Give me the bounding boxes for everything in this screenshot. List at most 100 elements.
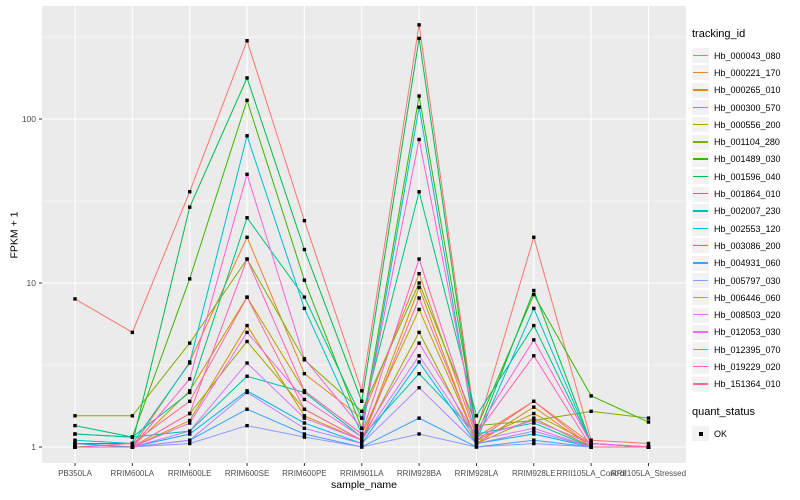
data-point — [302, 247, 307, 252]
legend-key-icon — [692, 186, 709, 202]
data-point — [302, 416, 307, 420]
series-color-line-icon — [693, 175, 708, 178]
legend-item: Hb_001864_010 — [692, 185, 798, 202]
point-marker-icon — [698, 431, 703, 436]
data-point — [474, 423, 479, 428]
data-point — [532, 323, 536, 328]
data-point — [188, 361, 192, 365]
data-point — [73, 297, 77, 301]
data-point — [73, 445, 77, 449]
series-color-line-icon — [693, 331, 708, 333]
data-point — [302, 414, 307, 418]
data-point — [417, 354, 421, 358]
data-point — [532, 429, 536, 433]
legend-item: Hb_001104_280 — [692, 133, 798, 150]
data-point — [245, 172, 249, 177]
legend: tracking_id Hb_000043_080 Hb_000221_170 Hb… — [692, 28, 798, 442]
plot-panel — [42, 6, 686, 463]
y-tick-label: 100 — [22, 114, 36, 124]
data-point — [245, 339, 249, 344]
data-point — [417, 296, 421, 300]
legend-item-label: Hb_012053_030 — [714, 327, 781, 338]
legend-item: Hb_008503_020 — [692, 306, 798, 323]
data-point — [417, 330, 421, 335]
legend-item-label: Hb_002553_120 — [714, 223, 781, 234]
data-point — [360, 438, 364, 442]
data-point — [188, 429, 192, 433]
data-point — [302, 278, 307, 282]
data-point — [474, 426, 479, 431]
legend-item: Hb_012053_030 — [692, 324, 798, 341]
data-point — [360, 409, 364, 414]
data-point — [417, 257, 421, 261]
data-point — [417, 94, 421, 98]
data-point — [188, 441, 192, 446]
data-point — [532, 416, 536, 420]
data-point — [245, 330, 249, 335]
data-point — [302, 426, 307, 431]
data-point — [360, 416, 364, 420]
data-point — [646, 441, 651, 446]
legend-item-label: Hb_000043_080 — [714, 50, 781, 61]
data-point — [302, 389, 307, 393]
data-point — [302, 435, 307, 439]
series-color-line-icon — [693, 141, 708, 143]
legend-item: Hb_000043_080 — [692, 47, 798, 64]
series-color-line-icon — [693, 106, 708, 108]
data-point — [589, 409, 593, 414]
data-point — [188, 190, 192, 194]
data-point — [474, 435, 479, 439]
legend-key-icon — [692, 342, 709, 358]
data-point — [302, 432, 307, 436]
series-color-line-icon — [693, 89, 708, 91]
legend-item-label: Hb_005797_030 — [714, 275, 781, 286]
legend-item: Hb_004931_060 — [692, 255, 798, 272]
legend-key-icon — [692, 169, 709, 185]
data-point — [532, 438, 536, 442]
data-point — [417, 416, 421, 420]
data-point — [417, 36, 421, 41]
x-tick-label: RRIM928BA — [397, 469, 442, 478]
legend-item: Hb_000556_200 — [692, 116, 798, 133]
data-point — [73, 423, 77, 428]
data-point — [532, 354, 536, 358]
x-axis-title: sample_name — [331, 479, 397, 491]
legend-key-icon — [692, 65, 709, 81]
data-point — [73, 432, 77, 436]
data-point — [130, 445, 135, 449]
data-point — [130, 330, 135, 335]
legend-key-icon — [692, 290, 709, 306]
series-color-line-icon — [693, 314, 708, 316]
data-point — [245, 235, 249, 239]
x-tick-label: RRII105LA_Control — [556, 469, 626, 478]
data-point — [73, 414, 77, 418]
data-point — [532, 405, 536, 409]
legend-item-label: Hb_000221_170 — [714, 67, 781, 78]
data-point — [360, 389, 364, 393]
data-point — [302, 218, 307, 223]
data-point — [646, 445, 651, 449]
data-point — [73, 441, 77, 446]
data-point — [532, 399, 536, 403]
data-point — [417, 371, 421, 376]
legend-items: Hb_000043_080 Hb_000221_170 Hb_000265_010 H… — [692, 47, 798, 393]
data-point — [130, 435, 135, 439]
legend-item-label: Hb_001104_280 — [714, 137, 780, 148]
legend-item: Hb_002007_230 — [692, 203, 798, 220]
quant-status-item: OK — [692, 425, 798, 442]
data-point — [360, 426, 364, 431]
data-point — [360, 399, 364, 403]
data-point — [245, 39, 249, 43]
legend-item-label: Hb_000556_200 — [714, 119, 781, 130]
legend-key-icon — [692, 134, 709, 150]
data-point — [589, 438, 593, 442]
data-point — [532, 421, 536, 425]
x-tick-label: PB350LA — [58, 469, 92, 478]
legend-item: Hb_151364_010 — [692, 376, 798, 393]
data-point — [532, 426, 536, 431]
data-point — [245, 76, 249, 80]
data-point — [245, 134, 249, 138]
data-point — [188, 390, 192, 395]
data-point — [188, 432, 192, 436]
